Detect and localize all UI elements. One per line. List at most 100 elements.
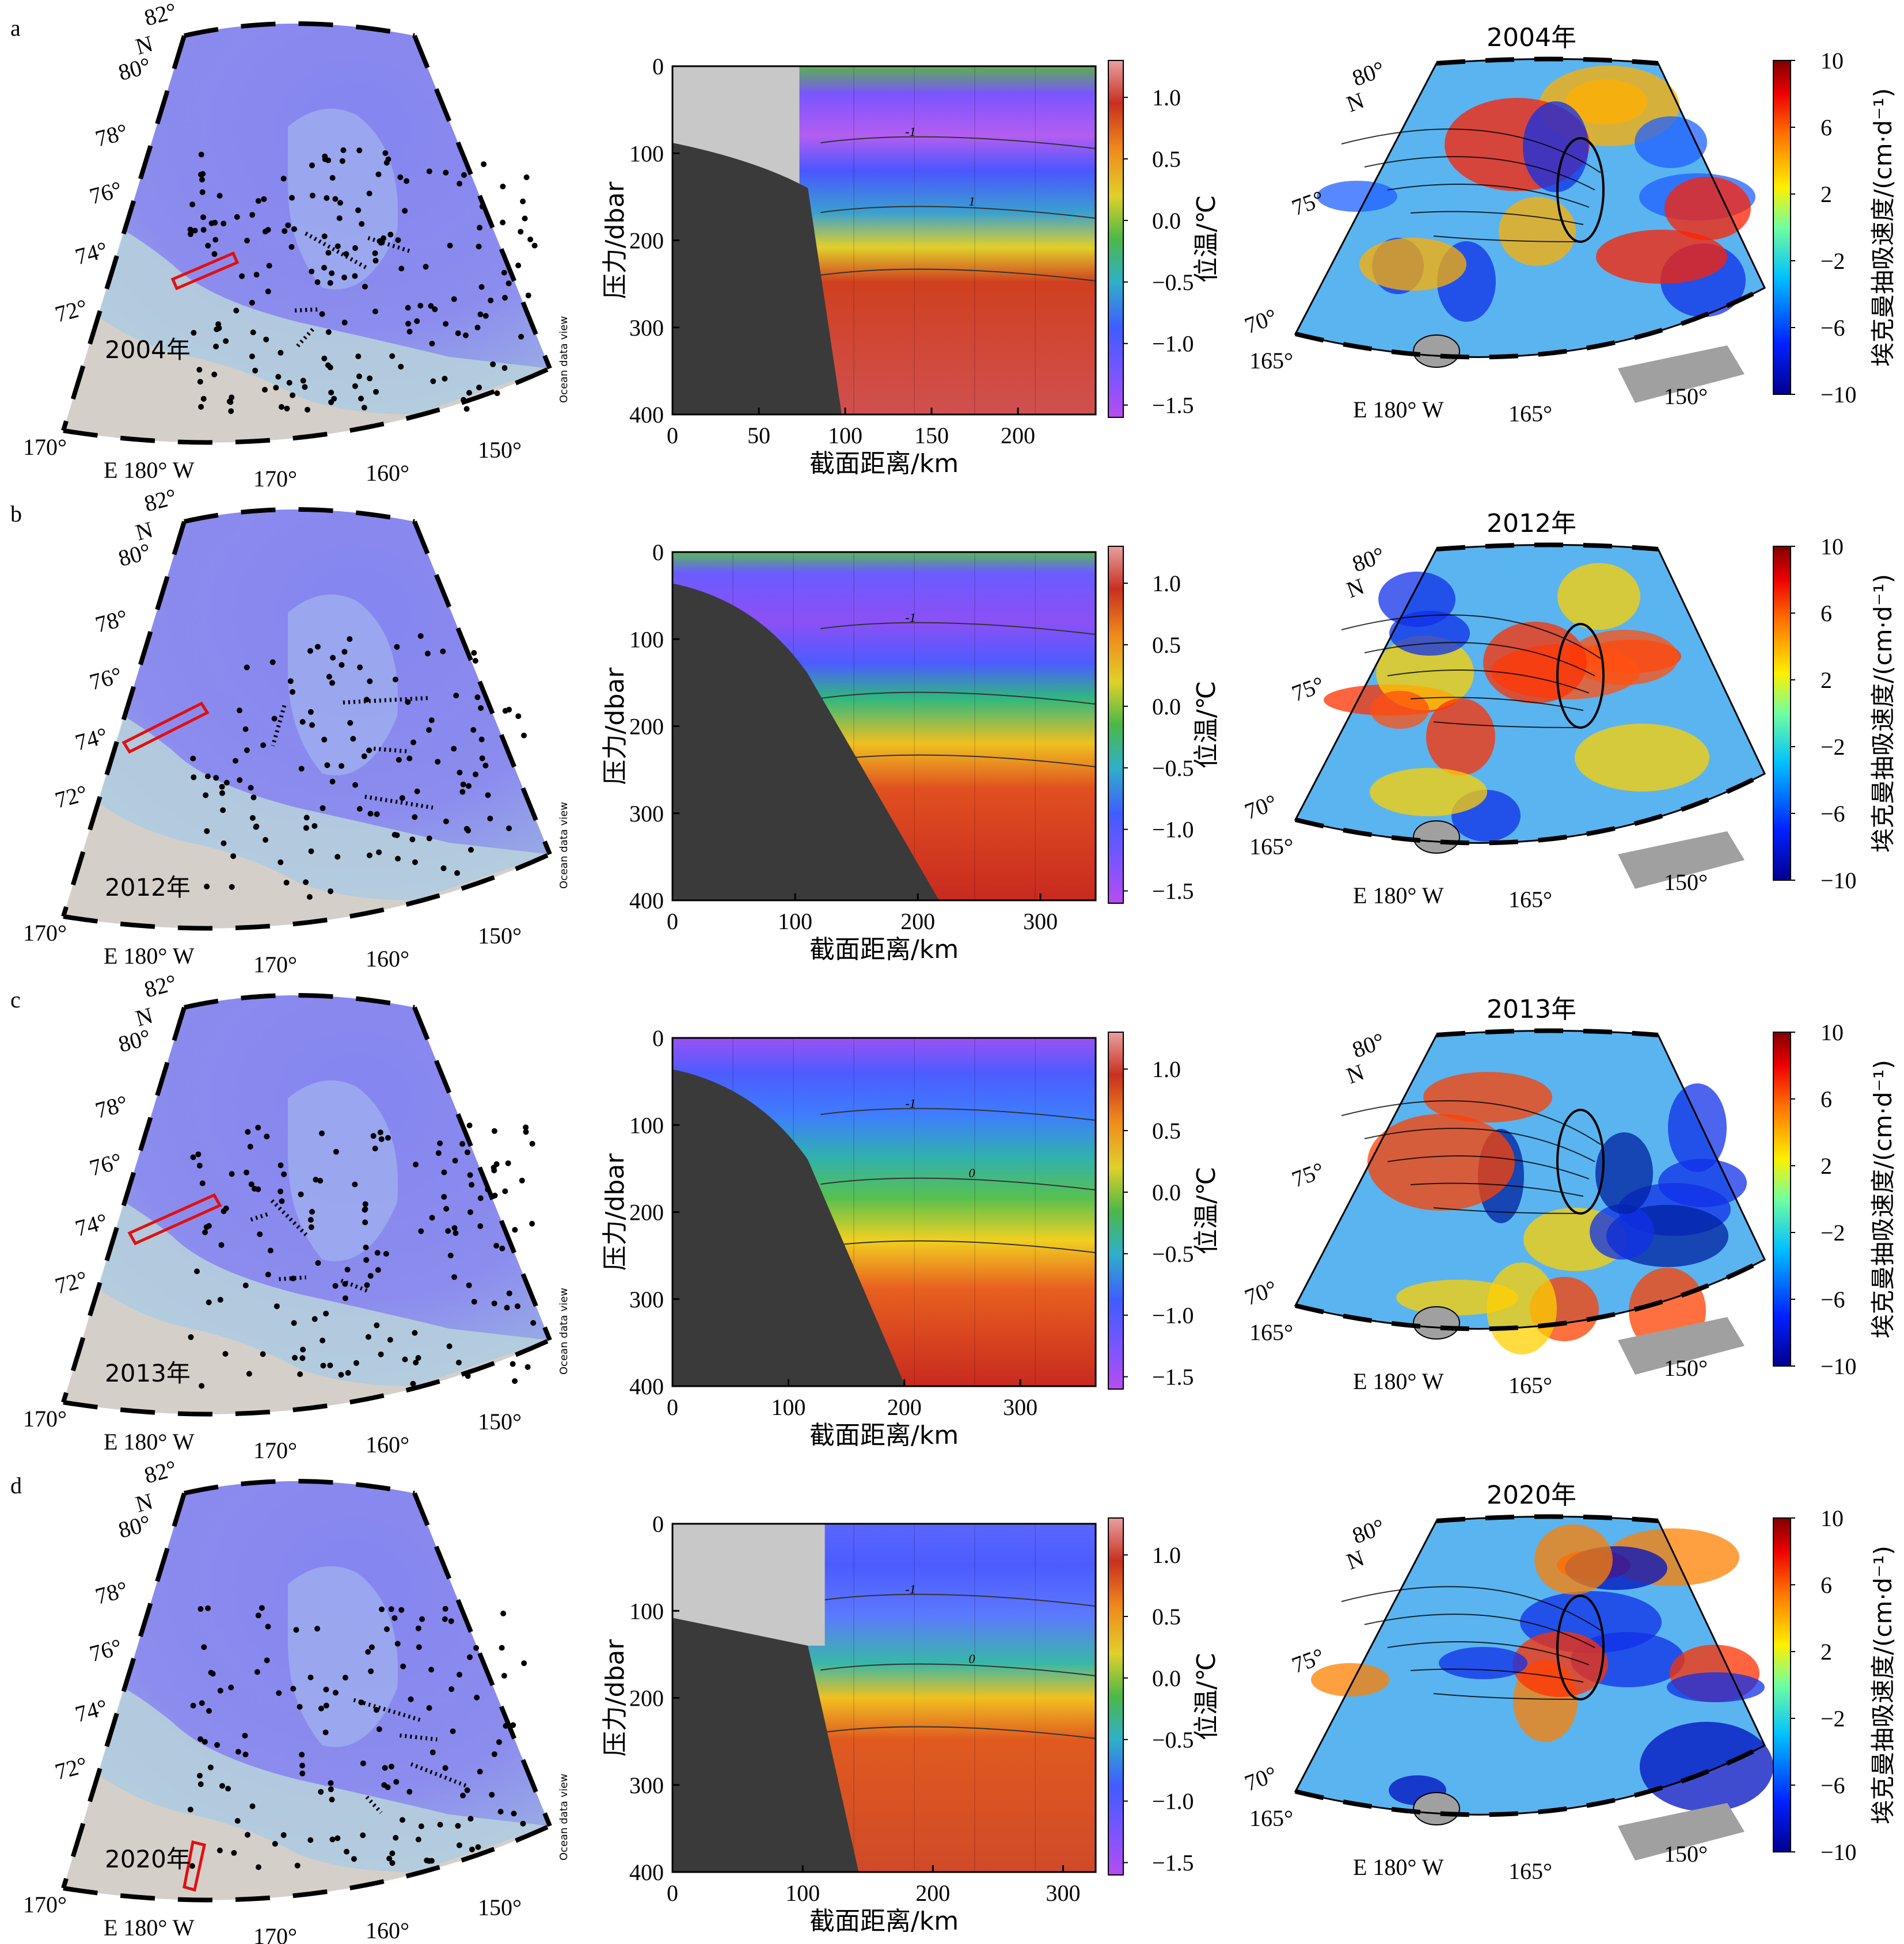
pumping-anomaly <box>1512 1631 1608 1697</box>
station-dot <box>200 214 206 220</box>
y-tick-label: 200 <box>629 1200 664 1226</box>
station-dot <box>367 678 373 684</box>
odv-credit: Ocean data view <box>558 316 570 403</box>
station-dot <box>473 1645 479 1651</box>
station-dot <box>466 1123 473 1128</box>
station-dot <box>379 1606 385 1612</box>
cbar-tick-label: −0.5 <box>1152 269 1194 295</box>
station-dot <box>327 1362 333 1368</box>
station-dot <box>395 237 401 244</box>
station-dot <box>321 265 327 271</box>
station-dot <box>413 1161 419 1167</box>
station-dot <box>299 719 306 725</box>
station-dot <box>188 231 193 237</box>
station-dot <box>191 774 197 781</box>
map-plateau <box>288 1080 398 1261</box>
coast-land <box>1618 345 1745 403</box>
station-dot <box>373 389 379 395</box>
cbar-tick-label: 10 <box>1821 534 1844 560</box>
station-dot <box>279 1198 285 1204</box>
map-frame-left <box>61 1006 187 1403</box>
station-dot <box>466 1282 472 1288</box>
x-tick-label: 300 <box>1023 908 1058 934</box>
station-dot <box>351 1856 357 1862</box>
cruise-track <box>365 1795 383 1814</box>
lat-label: 78° <box>93 604 131 638</box>
cbar-tick-label: 2 <box>1821 1153 1832 1179</box>
station-dot <box>523 174 530 180</box>
station-dot <box>405 321 411 327</box>
station-dot <box>264 1133 270 1140</box>
station-dot <box>368 1644 375 1650</box>
station-dot <box>265 1623 271 1630</box>
station-dot <box>451 296 457 302</box>
station-dot <box>388 1763 394 1770</box>
station-dot <box>345 1369 351 1376</box>
station-dot <box>521 732 527 739</box>
isotherm-contour <box>820 1240 1096 1253</box>
station-dot <box>281 1171 287 1177</box>
y-tick-label: 100 <box>629 140 664 166</box>
station-dot <box>308 1224 314 1230</box>
station-dot <box>294 1862 301 1869</box>
lon-label: E 180° W <box>104 457 195 483</box>
station-dot <box>314 644 321 650</box>
cbar-tick-label: 10 <box>1821 1019 1844 1045</box>
cbar-tick-label: −0.5 <box>1152 1241 1194 1267</box>
station-dot <box>362 1219 368 1226</box>
station-dot <box>473 771 478 778</box>
station-dot <box>373 257 379 264</box>
station-dot <box>506 280 512 287</box>
x-tick-label: 0 <box>667 1394 678 1420</box>
y-tick-label: 200 <box>629 1686 664 1711</box>
isotherm-contour <box>820 622 1096 636</box>
station-dot <box>253 272 260 278</box>
station-dot <box>385 1135 391 1141</box>
station-dot <box>501 269 507 276</box>
station-dot <box>290 689 295 695</box>
x-tick-label: 50 <box>747 423 770 448</box>
map-frame-bottom <box>63 1824 551 1903</box>
station-dot <box>416 1644 422 1650</box>
station-dot <box>415 1355 421 1361</box>
station-dot <box>501 1673 507 1679</box>
station-dot <box>500 219 506 226</box>
station-dot <box>489 1791 495 1798</box>
map-year-label: 2012年 <box>105 873 191 901</box>
map-frame-top <box>184 993 415 1010</box>
isotherm-contour <box>820 1663 1096 1677</box>
station-dot <box>323 1687 329 1692</box>
station-dot <box>237 777 243 783</box>
station-dot <box>321 736 328 743</box>
lon-label: 170° <box>253 1437 297 1463</box>
station-dot <box>286 379 292 386</box>
station-dot <box>512 1227 518 1233</box>
station-dot <box>437 1140 443 1147</box>
station-dot <box>357 664 363 671</box>
station-dot <box>197 379 203 385</box>
station-dot <box>324 762 330 769</box>
station-dot <box>451 745 457 752</box>
station-dot <box>323 1702 329 1709</box>
station-dot <box>506 1290 512 1296</box>
north-label: N <box>1343 87 1368 117</box>
station-dot <box>505 1160 511 1166</box>
cbar-tick-label: −10 <box>1821 382 1857 408</box>
cruise-track <box>270 1199 310 1239</box>
lat-label: 82° <box>142 484 180 517</box>
station-dot <box>360 1832 366 1839</box>
cruise-track <box>399 1733 438 1742</box>
station-map: 82°N80°78°76°74°72°170°E 180° W 170° 160°1… <box>23 484 570 977</box>
station-dot <box>330 655 336 661</box>
contour-label: 1 <box>969 194 975 208</box>
row-b: b 82°N80°78°76°74°72°170°E 180° W 170° 160°… <box>10 484 1897 977</box>
station-dot <box>518 229 524 235</box>
row-a: a 82°N80°78°76°74°72°170°E 180° W 170° 160°… <box>10 0 1897 492</box>
lat-label: 75° <box>1289 671 1328 706</box>
y-tick-label: 400 <box>629 888 664 914</box>
bathymetry-contour <box>1341 614 1601 659</box>
lon-label: E 180° W <box>1353 1368 1444 1394</box>
station-dot <box>253 824 259 830</box>
pumping-colorbar <box>1773 60 1791 395</box>
